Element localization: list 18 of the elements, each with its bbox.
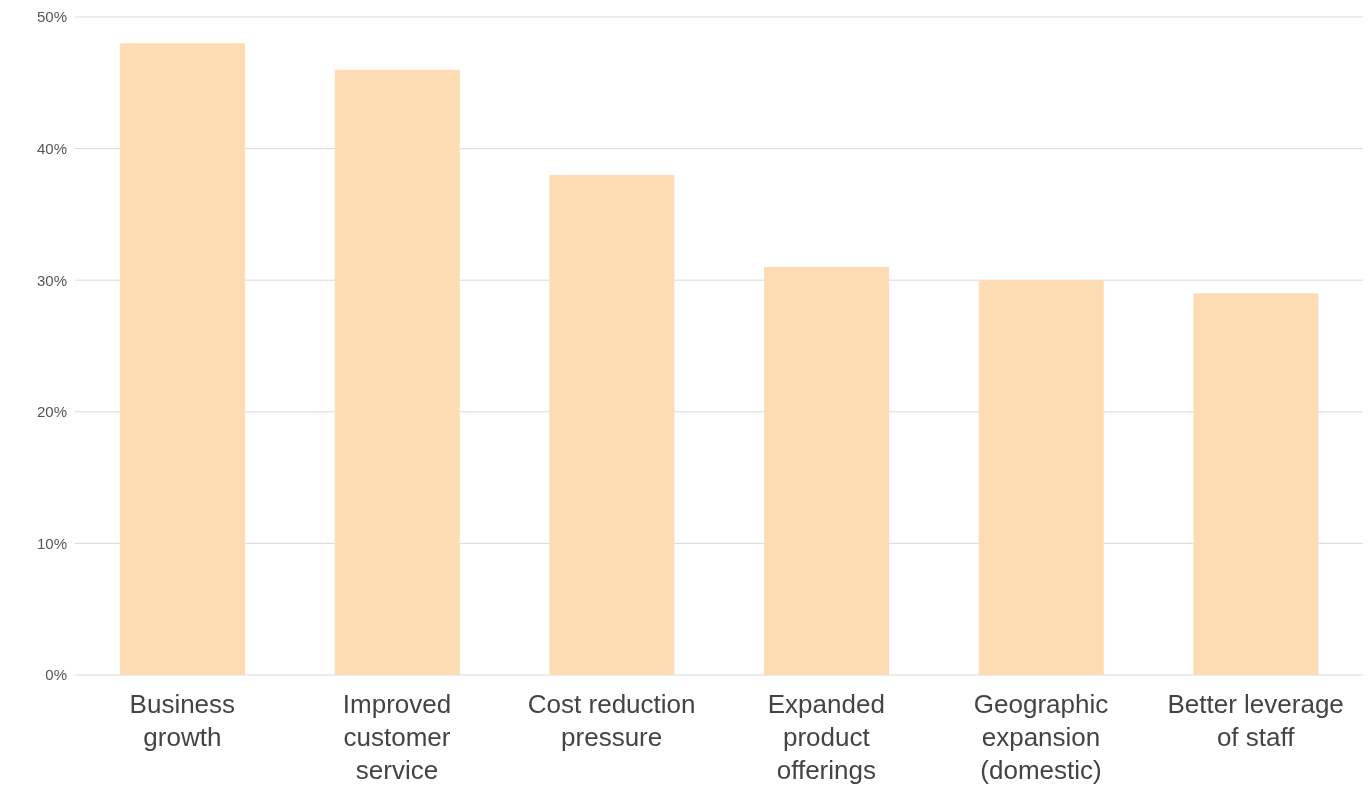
bar — [1193, 293, 1319, 675]
x-tick-label: Improved customer service — [342, 689, 452, 785]
y-tick-label: 0% — [45, 666, 67, 684]
x-tick-label: Expanded product offerings — [767, 689, 885, 785]
y-tick-label: 20% — [36, 403, 67, 421]
y-tick-label: 40% — [36, 139, 67, 157]
x-tick-label: Business growth — [129, 689, 236, 752]
x-tick-label: Better leverage of staff — [1167, 689, 1344, 752]
bar — [764, 267, 890, 675]
y-tick-label: 50% — [36, 8, 67, 26]
bar — [549, 174, 675, 675]
y-tick-label: 10% — [36, 534, 67, 552]
bar — [978, 280, 1104, 675]
y-tick-label: 30% — [36, 271, 67, 289]
x-tick-label: Cost reduction pressure — [527, 689, 696, 752]
bar — [120, 43, 246, 675]
x-tick-label: Geographic expansion (domestic) — [973, 689, 1109, 785]
bar — [334, 69, 460, 675]
